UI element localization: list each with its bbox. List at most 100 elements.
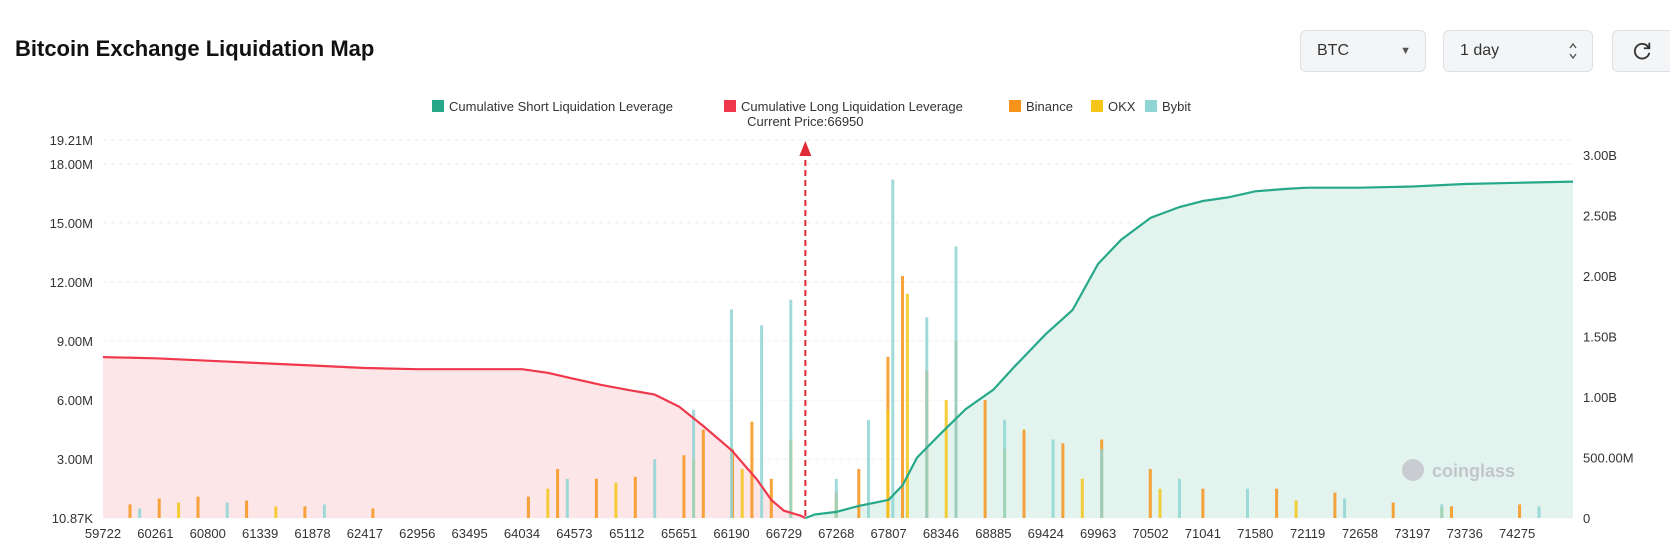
x-tick-label: 65112 <box>609 526 644 541</box>
refresh-icon <box>1634 42 1651 60</box>
bar-bybit <box>1051 439 1055 518</box>
bar-binance <box>1518 504 1522 518</box>
short-area <box>805 181 1573 518</box>
bar-bybit <box>322 504 326 518</box>
current-price-marker: Current Price:66950 <box>747 114 864 518</box>
axes: 10.87K 3.00M 6.00M 9.00M 12.00M 15.00M 18.00M 1… <box>50 133 1634 541</box>
bar-binance <box>245 500 249 518</box>
bar-bybit <box>1537 506 1541 518</box>
bar-binance <box>901 276 904 518</box>
x-tick-label: 61878 <box>294 526 330 541</box>
watermark-text: coinglass <box>1432 461 1515 481</box>
bar-binance <box>731 449 734 518</box>
x-tick-label: 69963 <box>1080 526 1116 541</box>
cumulative-lines <box>102 180 1574 520</box>
bar-binance <box>1100 439 1104 518</box>
bar-binance <box>1275 488 1279 518</box>
bar-bybit <box>954 246 958 518</box>
bar-bybit <box>730 309 733 518</box>
x-tick-label: 67807 <box>871 526 907 541</box>
time-range-select[interactable]: 1 day <box>1443 30 1593 72</box>
bar-okx <box>1003 449 1007 518</box>
x-tick-label: 66729 <box>766 526 802 541</box>
bar-bybit <box>1440 504 1444 518</box>
refresh-button[interactable] <box>1612 30 1670 72</box>
bar-bybit <box>653 459 657 518</box>
legend-label: Bybit <box>1162 99 1191 114</box>
bar-bybit <box>1178 478 1181 518</box>
bar-binance <box>701 429 705 518</box>
bar-binance <box>886 356 890 518</box>
bar-binance <box>526 496 530 518</box>
bar-binance <box>128 504 132 518</box>
y-left-tick-label: 6.00M <box>57 393 93 408</box>
bar-binance <box>834 492 838 518</box>
x-tick-label: 60800 <box>190 526 226 541</box>
bar-okx <box>177 502 181 518</box>
bar-binance <box>594 478 598 518</box>
bar-binance <box>769 478 773 518</box>
current-price-label: Current Price:66950 <box>747 114 863 129</box>
bar-bybit <box>867 419 870 518</box>
grid-lines <box>103 139 1573 519</box>
legend-label: Cumulative Short Liquidation Leverage <box>449 99 673 114</box>
bar-binance <box>1391 502 1395 518</box>
y-left-tick-label: 10.87K <box>52 511 94 526</box>
legend-swatch <box>432 100 444 112</box>
x-tick-label: 65651 <box>661 526 697 541</box>
bar-bybit <box>565 478 569 518</box>
y-left-tick-label: 12.00M <box>50 275 93 290</box>
bar-binance <box>750 421 754 518</box>
coin-select[interactable]: BTC ▼ <box>1300 30 1426 72</box>
bar-binance <box>1061 443 1065 518</box>
bar-binance <box>1022 429 1026 518</box>
chevron-down-icon: ▼ <box>1400 45 1411 57</box>
legend-swatch <box>1091 100 1103 112</box>
y-right-tick-label: 1.00B <box>1583 390 1617 405</box>
bar-binance <box>1333 492 1337 518</box>
bar-bybit <box>891 179 895 518</box>
x-tick-label: 68885 <box>975 526 1011 541</box>
bar-okx <box>834 498 838 518</box>
exchange-bars <box>128 179 1541 518</box>
page-title: Bitcoin Exchange Liquidation Map <box>15 36 375 61</box>
x-tick-label: 69424 <box>1028 526 1064 541</box>
short-cumulative-line <box>805 180 1574 520</box>
y-right-tick-label: 2.50B <box>1583 209 1617 224</box>
coin-select-value: BTC <box>1317 42 1349 59</box>
x-tick-label: 73197 <box>1394 526 1430 541</box>
bar-binance <box>1148 469 1152 518</box>
y-left-tick-label: 19.21M <box>50 133 93 148</box>
bar-bybit <box>789 299 793 518</box>
long-area <box>103 357 806 518</box>
long-cumulative-line <box>102 356 806 519</box>
x-tick-label: 68346 <box>923 526 959 541</box>
bar-okx <box>1158 488 1162 518</box>
coinglass-logo-icon <box>1402 459 1424 481</box>
bar-binance <box>371 508 375 518</box>
bar-okx <box>886 409 890 518</box>
x-tick-label: 62417 <box>347 526 383 541</box>
y-left-tick-label: 3.00M <box>57 452 93 467</box>
x-tick-label: 73736 <box>1447 526 1483 541</box>
bar-okx <box>944 400 948 518</box>
bar-binance <box>1201 488 1205 518</box>
y-right-tick-label: 2.00B <box>1583 269 1617 284</box>
bar-binance <box>682 455 686 518</box>
cumulative-areas <box>103 181 1573 518</box>
x-tick-label: 64034 <box>504 526 540 541</box>
bar-bybit <box>692 409 696 518</box>
x-tick-label: 72119 <box>1290 526 1325 541</box>
bar-bybit <box>925 317 929 518</box>
x-tick-label: 72658 <box>1342 526 1378 541</box>
y-right-tick-label: 500.00M <box>1583 451 1634 466</box>
x-tick-label: 63495 <box>452 526 488 541</box>
bar-bybit <box>834 478 838 518</box>
legend-label: Cumulative Long Liquidation Leverage <box>741 99 963 114</box>
bar-okx <box>692 459 696 518</box>
x-tick-label: 66190 <box>713 526 749 541</box>
x-tick-label: 60261 <box>137 526 173 541</box>
legend-swatch <box>724 100 736 112</box>
bar-okx <box>1294 500 1298 518</box>
